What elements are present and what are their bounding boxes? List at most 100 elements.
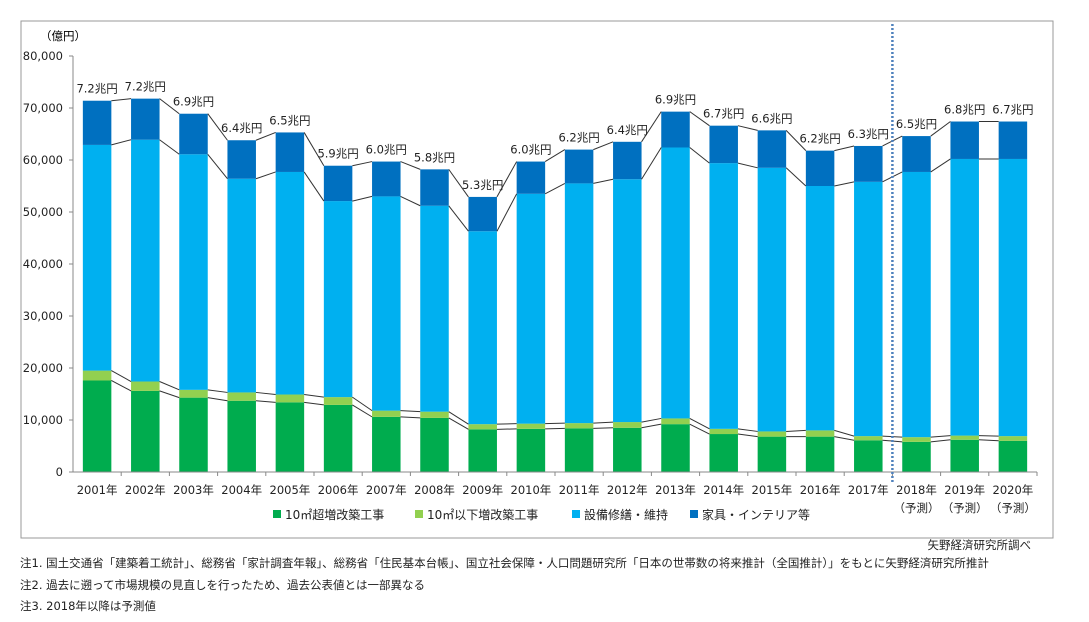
legend-swatch xyxy=(273,510,281,518)
connector-line xyxy=(930,121,951,137)
y-tick-label: 60,000 xyxy=(23,153,63,167)
total-label: 6.9兆円 xyxy=(173,95,214,109)
connector-line xyxy=(834,145,855,152)
connector-line xyxy=(496,193,518,232)
total-label: 6.7兆円 xyxy=(992,103,1033,117)
bar-segment xyxy=(131,139,160,382)
y-tick-label: 10,000 xyxy=(23,413,63,427)
total-label: 6.6兆円 xyxy=(751,111,792,125)
note-3: 注3. 2018年以降は予測値 xyxy=(20,599,156,613)
x-tick-label: 2010年 xyxy=(511,483,552,497)
bar-segment xyxy=(227,140,256,179)
bars xyxy=(82,98,1028,472)
total-label: 5.9兆円 xyxy=(317,147,358,161)
bar-segment xyxy=(709,428,738,435)
bar-segment xyxy=(902,171,931,438)
connector-line xyxy=(978,439,999,442)
connector-line xyxy=(400,416,421,419)
bar-segment xyxy=(372,161,401,197)
bar-segment xyxy=(854,145,883,182)
bar-segment xyxy=(564,149,594,184)
connector-line xyxy=(159,139,180,155)
total-label: 5.8兆円 xyxy=(414,150,455,164)
x-tick-label: 2004年 xyxy=(221,483,262,497)
bar-segment xyxy=(950,158,979,436)
connector-line xyxy=(689,417,710,430)
bar-segment xyxy=(661,424,690,472)
total-label: 7.2兆円 xyxy=(76,82,117,96)
x-tick-label: 2012年 xyxy=(607,483,648,497)
connector-line xyxy=(545,427,565,430)
bar-segment xyxy=(757,167,787,432)
x-tick-label: 2007年 xyxy=(366,483,407,497)
legend-label: 10㎡以下増改築工事 xyxy=(427,507,538,522)
connector-line xyxy=(400,161,421,170)
x-tick-sublabel: （予測） xyxy=(894,501,940,515)
bar-segment xyxy=(709,163,738,429)
bar-segment xyxy=(854,440,883,472)
bar-segment xyxy=(613,422,642,428)
x-tick-label: 2014年 xyxy=(703,483,744,497)
connector-line xyxy=(593,178,614,184)
legend-item: 10㎡以下増改築工事 xyxy=(415,507,538,522)
bar-segment xyxy=(179,389,208,398)
x-axis: 2001年 2002年 2003年 2004年 2005年 2006年 2007年 2008年… xyxy=(73,471,1038,515)
total-label: 6.3兆円 xyxy=(848,127,889,141)
connector-line xyxy=(737,125,758,131)
x-tick-label: 2006年 xyxy=(318,483,359,497)
bar-segment xyxy=(420,169,449,206)
bar-segment xyxy=(323,165,353,202)
connector-line xyxy=(930,158,951,173)
connector-line xyxy=(544,149,566,162)
bar-segment xyxy=(902,437,931,442)
connector-line xyxy=(834,181,855,187)
connector-line xyxy=(303,171,325,202)
bar-segment xyxy=(420,411,449,418)
connector-line xyxy=(304,401,324,406)
bar-segment xyxy=(516,161,546,194)
connector-line xyxy=(448,169,469,198)
bar-segment xyxy=(805,150,835,186)
bar-segment xyxy=(82,370,112,381)
bar-segment xyxy=(227,400,256,472)
connector-line xyxy=(352,396,373,412)
bar-segment xyxy=(709,125,738,164)
connector-lines xyxy=(111,98,999,443)
bar-segment xyxy=(805,430,835,437)
connector-line xyxy=(448,417,469,430)
bar-segment xyxy=(372,410,401,417)
bar-segment xyxy=(131,381,160,391)
bar-segment xyxy=(179,154,208,390)
connector-line xyxy=(400,410,421,413)
connector-line xyxy=(255,391,276,396)
legend-item: 家具・インテリア等 xyxy=(690,507,810,522)
bar-segment xyxy=(420,205,449,412)
total-label: 5.3兆円 xyxy=(462,178,503,192)
connector-line xyxy=(544,182,566,195)
connector-line xyxy=(255,131,276,141)
legend-swatch xyxy=(572,510,580,518)
bar-stack xyxy=(372,161,401,472)
connector-line xyxy=(689,111,710,127)
x-tick-label: 2008年 xyxy=(414,483,455,497)
connector-line xyxy=(207,397,228,402)
bar-segment xyxy=(323,404,353,472)
connector-line xyxy=(207,389,228,393)
total-label: 6.2兆円 xyxy=(558,131,599,145)
bar-segment xyxy=(179,113,208,155)
connector-line xyxy=(400,195,421,207)
bar-stack xyxy=(854,145,883,472)
total-label: 6.4兆円 xyxy=(607,123,648,137)
connector-line xyxy=(785,167,807,187)
bar-segment xyxy=(805,436,835,472)
x-tick-label: 2005年 xyxy=(270,483,311,497)
y-tick-label: 30,000 xyxy=(23,309,63,323)
connector-line xyxy=(496,428,517,430)
bar-segment xyxy=(323,397,353,405)
bar-segment xyxy=(468,429,497,472)
x-tick-label: 2009年 xyxy=(462,483,503,497)
y-axis: 0 10,000 20,000 30,000 40,000 50,000 60,000 70,… xyxy=(23,49,74,479)
connector-line xyxy=(496,161,518,198)
bar-stack xyxy=(227,140,256,472)
connector-line xyxy=(303,132,325,166)
